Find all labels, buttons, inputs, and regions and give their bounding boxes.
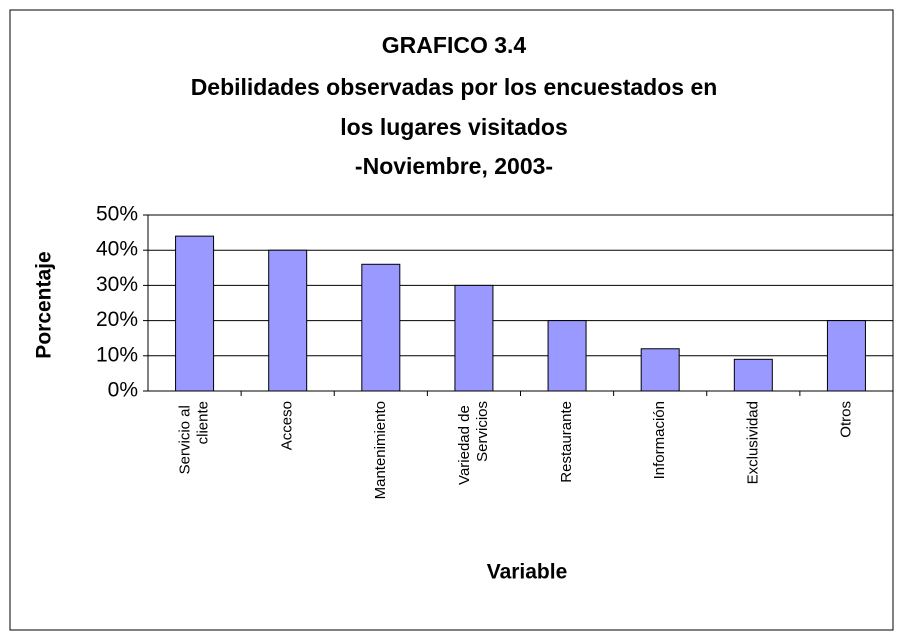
x-tick-label: Mantenimiento [372,401,389,499]
bar [733,358,773,392]
bar [175,235,215,392]
y-tick-label: 30% [96,273,138,296]
y-tick-label: 10% [96,343,138,366]
bar [547,320,587,392]
bar [268,249,308,392]
chart-title: Debilidades observadas por los encuestad… [191,74,718,100]
x-tick-label: Servicio al cliente [177,401,212,474]
x-tick-label: Variedad de Servicios [456,401,491,485]
y-axis-label: Porcentaje [33,251,56,358]
y-tick-label: 40% [96,238,138,261]
y-tick-label: 20% [96,308,138,331]
chart-frame [9,9,894,631]
y-tick-label: 0% [108,379,138,402]
bar [454,284,494,392]
x-axis-label: Variable [487,561,568,584]
bar [361,263,401,392]
x-tick-label: Acceso [279,401,296,450]
y-tick-label: 50% [96,203,138,226]
chart-title: GRAFICO 3.4 [382,32,527,58]
chart-title: los lugares visitados [340,114,568,140]
chart-title: -Noviembre, 2003- [355,153,553,179]
x-tick-label: Restaurante [558,401,575,483]
bar [640,348,680,392]
x-tick-label: Otros [837,401,854,438]
x-tick-label: Información [651,401,668,479]
bar [826,320,866,392]
x-tick-label: Exclusividad [744,401,761,484]
